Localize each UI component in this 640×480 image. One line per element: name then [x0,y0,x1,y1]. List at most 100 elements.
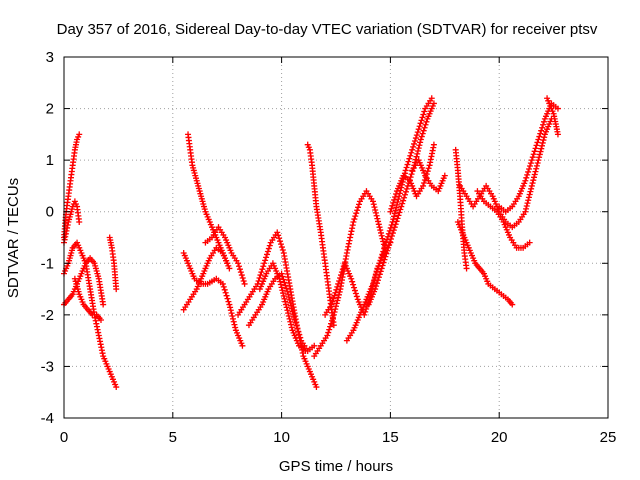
data-point [369,198,376,205]
data-point [226,265,233,272]
data-point [324,332,331,339]
data-point [387,238,394,245]
data-point [286,315,293,322]
data-point [236,266,243,273]
data-point [526,165,533,172]
data-point [337,272,344,279]
data-point [539,139,546,146]
data-point [536,151,543,158]
data-point [381,256,388,263]
data-point [264,248,271,255]
data-point [380,238,387,245]
data-point [291,317,298,324]
data-point [376,271,383,278]
data-point [388,205,395,212]
data-point [417,139,424,146]
data-point [383,239,390,246]
x-tick-label: 15 [382,429,399,446]
data-point [418,117,425,124]
x-tick-labels: 0 5 10 15 20 25 [60,429,617,446]
data-point [256,275,263,282]
series-arc-15 [311,188,390,360]
data-point [326,326,333,333]
data-point [335,280,342,287]
data-point [266,242,273,249]
data-point [430,141,437,148]
data-point [388,235,395,242]
data-point [441,172,448,179]
data-point [263,254,270,261]
data-point [375,263,382,270]
data-point [113,286,120,293]
data-point [343,249,350,256]
data-point [302,347,309,354]
data-point [345,243,352,250]
data-point [419,130,426,137]
data-point [231,321,238,328]
data-point [413,132,420,139]
data-point [540,121,547,128]
data-point [331,308,338,315]
data-point [238,272,245,279]
data-point [385,244,392,251]
series-arc-26 [544,95,561,138]
data-point [330,295,337,302]
data-point [386,227,393,234]
data-point [531,148,538,155]
data-point [330,311,337,318]
data-point [539,124,546,131]
data-point [348,228,355,235]
data-point [373,212,380,219]
data-point [287,318,294,325]
data-point [419,114,426,121]
data-point [335,294,342,301]
data-point [296,331,303,338]
data-point [425,165,432,172]
data-point [534,139,541,146]
data-point [532,145,539,152]
data-point [393,201,400,208]
data-point [372,272,379,279]
data-point [528,182,535,189]
data-point [387,208,394,215]
data-point [527,188,534,195]
x-tick-label: 10 [273,429,290,446]
data-point [413,153,420,160]
data-point [347,231,354,238]
data-point [350,219,357,226]
data-point [334,283,341,290]
y-tick-label: -2 [41,307,54,324]
data-point [375,218,382,225]
data-point [554,105,561,112]
data-point [278,284,285,291]
data-point [232,324,239,331]
data-point [405,158,412,165]
data-point [525,168,532,175]
data-point [283,285,290,292]
data-point [535,136,542,143]
data-point [290,314,297,321]
series-arc-24 [474,188,533,251]
data-point [287,299,294,306]
data-point [382,242,389,249]
data-point [354,207,361,214]
data-point [399,200,406,207]
data-point [311,342,318,349]
data-point [225,298,232,305]
x-axis-label: GPS time / hours [279,458,393,475]
data-point [374,277,381,284]
data-point [522,177,529,184]
data-point [377,229,384,236]
axis-ticks [63,56,609,419]
data-point [260,263,267,270]
data-point [352,213,359,220]
data-point [100,301,107,308]
data-point [402,188,409,195]
data-point [538,127,545,134]
data-point [416,123,423,130]
data-point [285,310,292,317]
data-point [338,269,345,276]
data-point [391,210,398,217]
data-point [293,322,300,329]
